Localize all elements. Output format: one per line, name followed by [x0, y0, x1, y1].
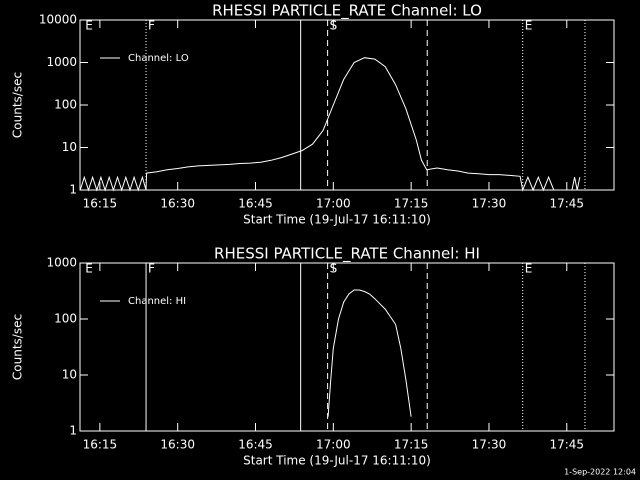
y-tick-label: 1000	[46, 256, 77, 270]
data-line	[327, 289, 412, 417]
event-label: E	[525, 19, 533, 33]
y-axis-label: Counts/sec	[11, 72, 25, 138]
y-tick-label: 10	[62, 140, 77, 154]
y-tick-label: 1000	[46, 55, 77, 69]
y-tick-label: 10	[62, 368, 77, 382]
x-tick-label: 16:30	[160, 438, 195, 452]
x-axis-label: Start Time (19-Jul-17 16:11:10)	[243, 213, 431, 227]
y-tick-label: 10000	[39, 13, 77, 27]
y-tick-label: 100	[54, 98, 77, 112]
legend-label: Channel: LO	[128, 53, 189, 64]
x-tick-label: 17:00	[316, 438, 351, 452]
x-tick-label: 17:15	[394, 197, 429, 211]
event-label: E	[85, 19, 93, 33]
y-tick-label: 1	[69, 183, 77, 197]
event-label: S	[330, 262, 338, 276]
event-label: F	[148, 262, 155, 276]
x-tick-label: 17:30	[472, 197, 507, 211]
x-axis-label: Start Time (19-Jul-17 16:11:10)	[243, 454, 431, 468]
x-tick-label: 17:30	[472, 438, 507, 452]
x-tick-label: 17:45	[549, 197, 584, 211]
x-tick-label: 16:45	[238, 197, 273, 211]
x-tick-label: 17:00	[316, 197, 351, 211]
y-tick-label: 100	[54, 312, 77, 326]
event-label: E	[525, 262, 533, 276]
event-label: E	[85, 262, 93, 276]
x-tick-label: 16:30	[160, 197, 195, 211]
chart-title: RHESSI PARTICLE_RATE Channel: HI	[214, 245, 480, 264]
x-tick-label: 16:15	[83, 197, 118, 211]
footer: 1-Sep-2022 12:04	[564, 468, 636, 477]
x-tick-label: 16:15	[83, 438, 118, 452]
y-tick-label: 1	[69, 424, 77, 438]
data-line	[79, 57, 581, 192]
plot-frame	[79, 262, 615, 432]
event-label: S	[330, 19, 338, 33]
chart-title: RHESSI PARTICLE_RATE Channel: LO	[212, 2, 482, 21]
y-axis-label: Counts/sec	[11, 314, 25, 380]
legend-label: Channel: HI	[128, 296, 186, 307]
event-label: F	[148, 19, 155, 33]
x-tick-label: 17:45	[549, 438, 584, 452]
plot-frame	[79, 19, 615, 191]
x-tick-label: 17:15	[394, 438, 429, 452]
x-tick-label: 16:45	[238, 438, 273, 452]
